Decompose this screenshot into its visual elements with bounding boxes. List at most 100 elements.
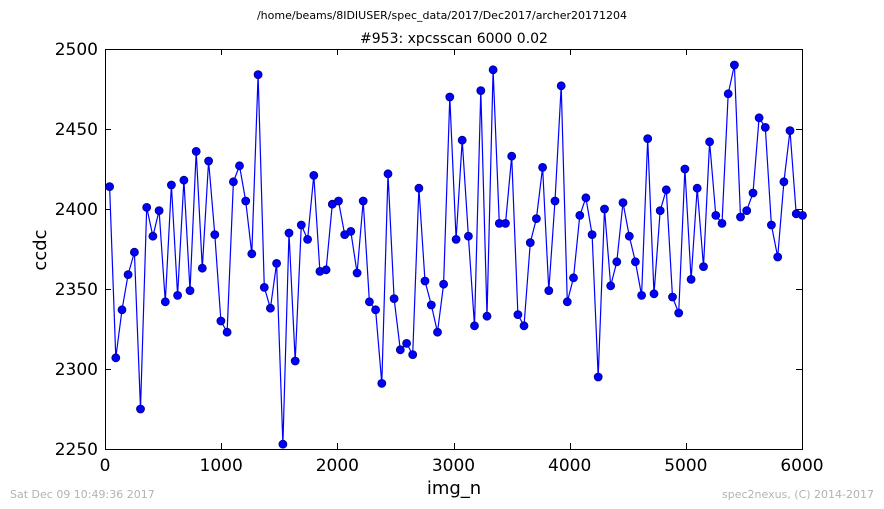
data-point <box>692 183 702 193</box>
data-point <box>148 231 158 241</box>
data-point <box>717 218 727 228</box>
data-point <box>185 286 195 296</box>
data-point <box>204 156 214 166</box>
x-tick-label: 4000 <box>548 456 591 476</box>
data-point <box>160 297 170 307</box>
plot-area: 0 1000 2000 3000 4000 5000 6000 2250 2300 2350 24… <box>55 40 824 476</box>
data-point <box>105 182 114 192</box>
data-point <box>699 262 708 272</box>
data-point <box>754 113 764 123</box>
y-tick-label: 2250 <box>55 440 98 460</box>
data-point <box>210 230 220 240</box>
data-point <box>303 234 313 244</box>
data-point <box>501 218 510 228</box>
x-tick-label: 3000 <box>432 456 475 476</box>
footer-credit: spec2nexus, (C) 2014-2017 <box>722 488 874 501</box>
data-point <box>154 206 164 216</box>
data-point <box>253 70 263 79</box>
data-point <box>377 378 387 388</box>
data-point <box>241 196 251 206</box>
data-point <box>742 206 752 216</box>
data-point <box>798 210 807 220</box>
plot-frame <box>105 49 803 450</box>
data-point <box>637 290 646 300</box>
data-point <box>779 177 789 187</box>
data-point <box>581 193 591 203</box>
data-point <box>686 274 696 284</box>
data-point <box>358 196 368 206</box>
data-point <box>600 204 609 214</box>
y-tick-label: 2300 <box>55 360 98 380</box>
data-point <box>173 290 183 300</box>
figure-suptitle: /home/beams/8IDIUSER/spec_data/2017/Dec2… <box>257 9 627 22</box>
data-point <box>587 230 597 240</box>
y-tick-labels: 2250 2300 2350 2400 2450 2500 <box>55 40 98 460</box>
data-point <box>457 135 467 145</box>
data-point <box>371 305 381 315</box>
data-point <box>631 257 640 267</box>
data-point <box>259 282 269 292</box>
data-point <box>507 151 517 161</box>
series-line <box>109 64 803 445</box>
data-point <box>228 177 238 187</box>
data-point <box>711 210 721 220</box>
data-point <box>785 126 795 136</box>
data-point <box>674 308 684 318</box>
data-point <box>773 252 783 262</box>
y-axis-label: ccdc <box>30 229 51 270</box>
y-tick-label: 2350 <box>55 280 98 300</box>
data-point <box>346 226 356 236</box>
data-point <box>624 231 634 241</box>
data-point <box>334 196 343 206</box>
x-tick-label: 2000 <box>316 456 359 476</box>
data-point <box>451 234 461 244</box>
data-point <box>767 220 776 230</box>
data-point <box>389 294 399 304</box>
data-point <box>129 247 139 257</box>
data-point <box>643 134 653 144</box>
y-tick-label: 2400 <box>55 200 98 220</box>
data-point <box>278 439 288 449</box>
data-point <box>550 196 560 206</box>
x-axis-label: img_n <box>427 478 481 499</box>
data-point <box>247 249 257 259</box>
data-point <box>736 212 745 222</box>
data-point <box>321 265 331 275</box>
data-point <box>544 286 554 296</box>
data-point <box>402 338 412 348</box>
data-point <box>538 162 547 172</box>
y-tick-label: 2500 <box>55 40 98 60</box>
data-point <box>166 180 176 190</box>
data-point <box>618 198 628 208</box>
data-point <box>482 311 492 321</box>
data-point <box>445 92 455 102</box>
data-point <box>235 161 244 171</box>
x-tick-label: 6000 <box>780 456 823 476</box>
data-point <box>142 202 152 212</box>
data-point <box>265 303 275 313</box>
data-point <box>272 258 282 268</box>
data-point <box>488 65 498 75</box>
data-point <box>123 270 133 280</box>
data-point <box>222 327 232 337</box>
data-point <box>519 321 529 331</box>
data-point <box>364 297 374 307</box>
data-point <box>117 305 127 315</box>
data-point <box>136 404 145 414</box>
footer-timestamp: Sat Dec 09 10:49:36 2017 <box>10 488 155 501</box>
data-point <box>705 137 714 147</box>
data-point <box>655 206 665 216</box>
data-point <box>414 183 424 193</box>
series-ccdc <box>105 60 807 449</box>
data-point <box>111 353 121 363</box>
data-point <box>723 89 733 99</box>
data-point <box>569 273 578 283</box>
data-point <box>420 276 430 286</box>
y-tick-label: 2450 <box>55 120 98 140</box>
data-point <box>197 263 207 273</box>
data-point <box>513 310 523 320</box>
data-point <box>661 185 671 195</box>
data-point <box>668 292 677 302</box>
x-tick-label: 5000 <box>664 456 707 476</box>
